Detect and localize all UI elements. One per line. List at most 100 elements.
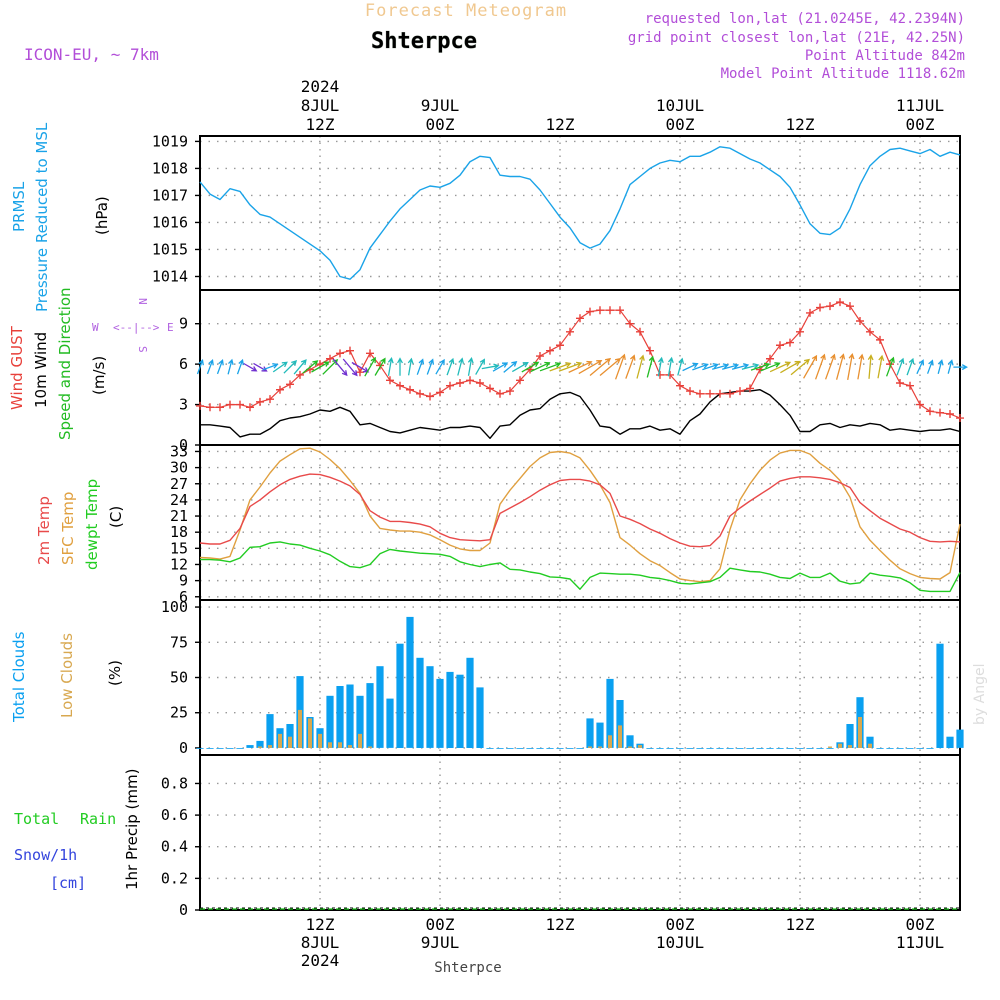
gust-marker <box>846 302 854 311</box>
low-cloud-bar <box>618 725 622 748</box>
top-time-label: 12Z <box>306 115 335 134</box>
gust-marker <box>916 400 924 409</box>
precipitation-ytick-label: 0.4 <box>161 838 188 856</box>
wind-direction-arrow <box>750 362 771 371</box>
total-cloud-bar <box>916 748 924 749</box>
total-cloud-bar <box>896 748 904 749</box>
low-cloud-bar <box>338 742 342 748</box>
temperature-ytick-label: 6 <box>179 588 188 606</box>
wind-direction-arrow <box>262 363 279 371</box>
pressure-line <box>199 146 961 280</box>
gust-marker <box>336 349 344 358</box>
low-cloud-bar <box>858 717 862 748</box>
gust-marker <box>466 376 474 385</box>
gust-marker <box>486 384 494 393</box>
pressure-label: PRMSL <box>10 181 28 232</box>
temp-2m-line <box>199 473 961 548</box>
total-cloud-bar <box>536 748 544 749</box>
gust-marker <box>216 403 224 412</box>
gust-marker <box>546 346 554 355</box>
total-cloud-bar <box>726 748 734 749</box>
total-cloud-bar <box>576 748 584 749</box>
total-cloud-bar <box>436 678 444 748</box>
snow-label: Snow/1h <box>14 846 77 864</box>
gust-marker <box>686 387 694 396</box>
top-time-label: 12Z <box>546 115 575 134</box>
wind-ytick-label: 3 <box>179 396 188 414</box>
total-cloud-bar <box>846 724 854 748</box>
total-cloud-bar <box>886 748 894 749</box>
total-cloud-bar <box>286 724 294 748</box>
requested-point: requested lon,lat (21.0245E, 42.2394N) <box>645 11 965 27</box>
gust-marker <box>896 379 904 387</box>
wind-direction-arrow <box>387 357 394 376</box>
gust-marker <box>876 335 884 344</box>
bottom-time-label: 11JUL <box>896 933 944 952</box>
bottom-time-label: 00Z <box>666 915 695 934</box>
gust-marker <box>786 338 794 347</box>
clouds-ytick-label: 25 <box>170 704 188 722</box>
precipitation-frame <box>199 754 961 911</box>
total-cloud-bar <box>926 748 934 749</box>
wind-direction-arrow <box>243 362 258 372</box>
wind-direction-arrow <box>196 359 204 375</box>
wind-direction-arrow <box>407 357 414 376</box>
total-cloud-bar <box>936 643 944 748</box>
footer-location: Shterpce <box>434 960 501 976</box>
wind-direction-arrow <box>906 357 915 376</box>
total-cloud-bar <box>616 700 624 748</box>
low-cloud-bar <box>638 745 642 748</box>
wind-direction-arrow <box>216 359 224 375</box>
gust-marker <box>456 379 464 387</box>
wind-direction-arrow <box>578 360 603 375</box>
gust-marker <box>726 389 734 398</box>
bottom-time-label: 10JUL <box>656 933 704 952</box>
bottom-time-label: 12Z <box>306 915 335 934</box>
wind-direction-arrow <box>947 359 954 374</box>
wind-direction-arrow <box>625 354 636 379</box>
gust-marker <box>816 303 824 312</box>
wind-direction-arrow <box>741 363 760 370</box>
wind-direction-arrow <box>558 361 583 372</box>
top-time-label: 11JUL <box>896 96 944 115</box>
wind-direction-arrow <box>589 357 612 376</box>
total-cloud-bar <box>336 686 344 748</box>
total-cloud-bar <box>776 748 784 749</box>
wind-direction-arrow <box>667 356 674 377</box>
gust-marker <box>596 306 604 315</box>
bottom-time-label: 8JUL <box>301 933 340 952</box>
temp-unit: (C) <box>107 506 125 528</box>
clouds-ytick-label: 0 <box>179 739 188 757</box>
gust-marker <box>806 308 814 317</box>
total-cloud-bar <box>256 740 264 748</box>
bottom-time-label: 00Z <box>426 915 455 934</box>
top-time-label: 00Z <box>906 115 935 134</box>
gust-marker <box>666 370 674 379</box>
low-cloud-bar <box>288 736 292 748</box>
total-cloud-bar <box>826 748 834 749</box>
wind-direction-arrow <box>682 362 699 372</box>
wind-direction-arrow <box>311 361 330 373</box>
total-cloud-bar <box>956 729 964 748</box>
total-cloud-bar <box>556 748 564 749</box>
pressure-panel: 1014 1015 1016 1017 1018 1019 <box>152 132 961 291</box>
model-label: ICON-EU, ~ 7km <box>24 45 159 64</box>
gust-marker <box>746 384 754 393</box>
gust-marker <box>516 376 524 385</box>
wind-direction-arrow <box>332 358 348 377</box>
wind-direction-arrow <box>731 363 750 370</box>
total-cloud-bar <box>446 671 454 748</box>
gust-marker <box>206 403 214 412</box>
wind-direction-arrow <box>503 361 518 373</box>
location-title: Shterpce <box>371 29 477 54</box>
total-cloud-bar <box>686 748 694 749</box>
low-cloud-bar <box>848 745 852 748</box>
total-cloud-bar <box>456 674 464 748</box>
clouds-ytick-label: 75 <box>170 633 188 651</box>
temperature-ytick-label: 33 <box>170 442 188 460</box>
pressure-ytick-label: 1019 <box>152 132 188 150</box>
total-cloud-bar <box>946 736 954 748</box>
wind-direction-arrow <box>835 353 846 380</box>
low-cloud-bar <box>598 746 602 748</box>
wind-direction-arrow <box>342 358 358 377</box>
